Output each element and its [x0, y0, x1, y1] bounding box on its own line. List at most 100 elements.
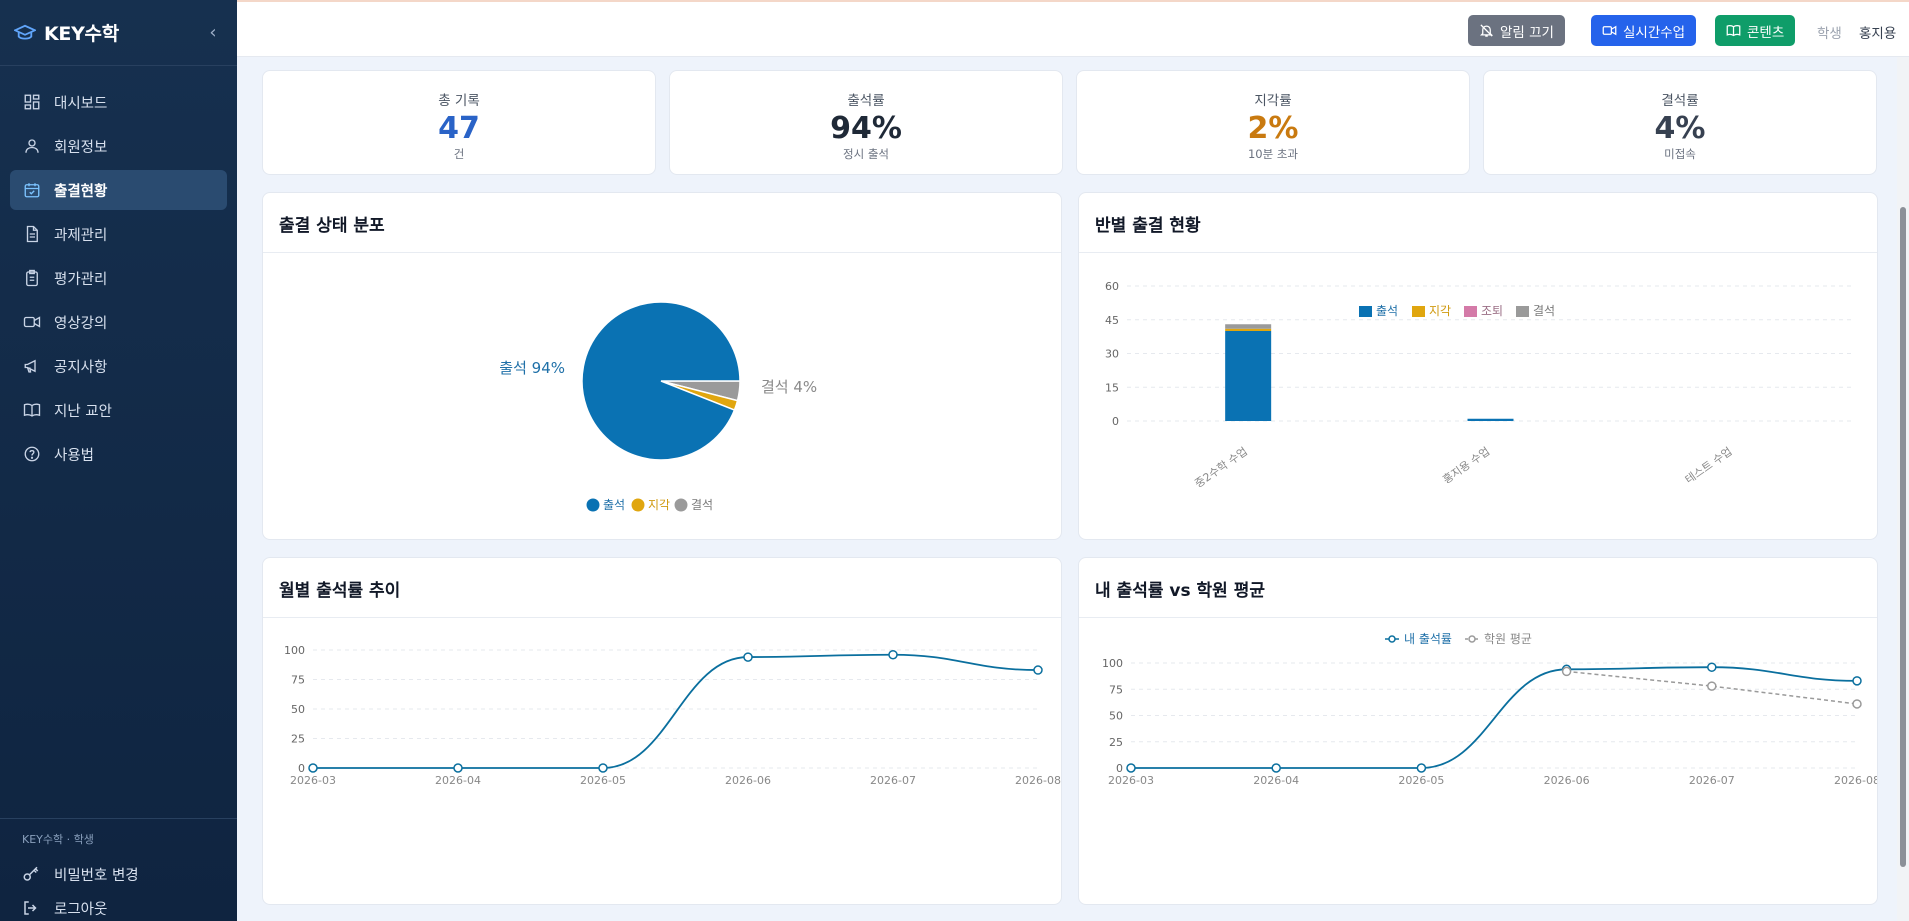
y-tick-label: 0 [298, 762, 305, 775]
video-icon [22, 312, 42, 332]
scrollbar-thumb[interactable] [1900, 207, 1906, 867]
user-icon [22, 136, 42, 156]
mute-label: 알림 끄기 [1500, 24, 1554, 41]
y-tick-label: 60 [1105, 280, 1119, 293]
legend-marker-결석 [674, 498, 688, 512]
live-class-button[interactable]: 실시간수업 [1591, 15, 1697, 46]
sidebar-item-2[interactable]: 출결현황 [10, 170, 227, 210]
x-tick-label: 2026-07 [1689, 774, 1735, 787]
sidebar-item-label: 지난 교안 [54, 403, 112, 420]
legend-label: 지각 [1429, 304, 1451, 318]
pie-slice-출석 [581, 301, 741, 461]
data-point [888, 649, 898, 660]
top-header: 알림 끄기 실시간수업 콘텐츠 학생 홍지용 [237, 0, 1909, 57]
data-point [598, 763, 608, 773]
panel-title: 월별 출석률 추이 [263, 558, 1061, 618]
panel-title: 반별 출결 현황 [1079, 193, 1877, 253]
mute-notifications-button[interactable]: 알림 끄기 [1468, 15, 1565, 46]
bar-출석-1 [1467, 418, 1514, 421]
x-tick-label: 2026-03 [1108, 774, 1154, 787]
x-tick-label: 테스트 수업 [1683, 445, 1735, 487]
sidebar-footer-caption: KEY수학 · 학생 [22, 833, 94, 846]
book-icon [22, 400, 42, 420]
x-tick-label: 홍지용 수업 [1440, 444, 1492, 487]
sidebar-footer: KEY수학 · 학생 비밀번호 변경 로그아웃 [0, 818, 237, 921]
y-tick-label: 75 [291, 674, 305, 687]
logout-button[interactable]: 로그아웃 [0, 891, 237, 921]
sidebar-item-4[interactable]: 평가관리 [10, 258, 227, 298]
stat-card-attendance: 출석률 94% 정시 출석 [669, 70, 1063, 175]
data-point [308, 763, 318, 773]
x-tick-label: 2026-06 [1544, 774, 1590, 787]
pie-panel: 출결 상태 분포 출석 94% 결석 4% 출석 지각 결석 [262, 192, 1062, 540]
sidebar-item-label: 과제관리 [54, 227, 108, 244]
pie-label-absent: 결석 4% [761, 378, 817, 396]
data-point [1707, 681, 1717, 691]
sidebar-item-5[interactable]: 영상강의 [10, 302, 227, 342]
brand: KEY수학 ‹ [0, 0, 237, 66]
x-tick-label: 2026-04 [435, 774, 481, 787]
x-tick-label: 2026-05 [580, 774, 626, 787]
sidebar-item-1[interactable]: 회원정보 [10, 126, 227, 166]
stat-label: 결석률 [1661, 93, 1699, 109]
stat-label: 출석률 [847, 93, 885, 109]
key-icon [22, 864, 42, 884]
sidebar-item-7[interactable]: 지난 교안 [10, 390, 227, 430]
stat-card-late: 지각률 2% 10분 초과 [1076, 70, 1470, 175]
y-tick-label: 0 [1112, 415, 1119, 428]
sidebar-item-6[interactable]: 공지사항 [10, 346, 227, 386]
stat-value: 47 [438, 111, 480, 146]
sidebar-item-0[interactable]: 대시보드 [10, 82, 227, 122]
legend-marker-학원 평균 [1468, 635, 1476, 643]
sidebar-item-8[interactable]: 사용법 [10, 434, 227, 474]
brand-title: KEY수학 [44, 23, 119, 45]
help-circle-icon [22, 444, 42, 464]
x-tick-label: 2026-08 [1015, 774, 1061, 787]
y-tick-label: 100 [284, 644, 305, 657]
attendance-pie-chart: 출석 94% 결석 4% 출석 지각 결석 [499, 301, 817, 512]
x-tick-label: 2026-04 [1253, 774, 1299, 787]
class-attendance-panel: 반별 출결 현황 0 15 30 45 60 출석 지각 조퇴 결석 중2수학 수업 홍지용 수업 테… [1078, 192, 1878, 540]
data-point [1126, 763, 1136, 773]
stat-sub: 정시 출석 [843, 147, 889, 161]
x-tick-label: 2026-08 [1834, 774, 1878, 787]
legend-label: 학원 평균 [1484, 632, 1532, 646]
content-button[interactable]: 콘텐츠 [1715, 15, 1796, 46]
panel-title: 내 출석률 vs 학원 평균 [1079, 558, 1877, 618]
calendar-check-icon [22, 180, 42, 200]
sidebar-item-label: 대시보드 [54, 95, 108, 112]
legend-marker-결석 [1516, 306, 1529, 317]
sidebar-item-label: 사용법 [54, 447, 95, 464]
collapse-sidebar-icon[interactable]: ‹ [209, 22, 217, 43]
stat-sub: 건 [453, 147, 465, 161]
sidebar-item-label: 공지사항 [54, 359, 108, 376]
legend-marker-지각 [1412, 306, 1425, 317]
x-tick-label: 2026-03 [290, 774, 336, 787]
sidebar-item-label: 영상강의 [54, 315, 108, 332]
compare-panel: 내 출석률 vs 학원 평균 0 25 50 75 100 2026-03 2026-04 2… [1078, 557, 1878, 905]
legend-label: 내 출석률 [1404, 632, 1452, 646]
bar-지각-0 [1225, 328, 1272, 331]
user-name[interactable]: 홍지용 [1859, 26, 1897, 42]
page-scrollbar[interactable] [1897, 57, 1909, 921]
pie-label-attendance: 출석 94% [499, 359, 565, 377]
stat-label: 지각률 [1254, 93, 1292, 109]
stat-value: 4% [1654, 111, 1706, 146]
change-password-button[interactable]: 비밀번호 변경 [0, 857, 237, 891]
panel-title: 출결 상태 분포 [263, 193, 1061, 253]
sidebar-item-3[interactable]: 과제관리 [10, 214, 227, 254]
legend-marker-내 출석률 [1388, 635, 1396, 643]
stat-value: 2% [1247, 111, 1299, 146]
data-point [1416, 763, 1427, 773]
y-tick-label: 45 [1105, 314, 1119, 327]
x-tick-label: 2026-07 [870, 774, 916, 787]
stat-label: 총 기록 [438, 93, 480, 109]
stat-card-absent: 결석률 4% 미접속 [1483, 70, 1877, 175]
video-icon [1602, 25, 1617, 36]
compare-attendance-line-chart: 0 25 50 75 100 2026-03 2026-04 2026-05 2026-06 20… [1102, 632, 1878, 787]
y-tick-label: 25 [291, 733, 305, 746]
dashboard-icon [22, 92, 42, 112]
